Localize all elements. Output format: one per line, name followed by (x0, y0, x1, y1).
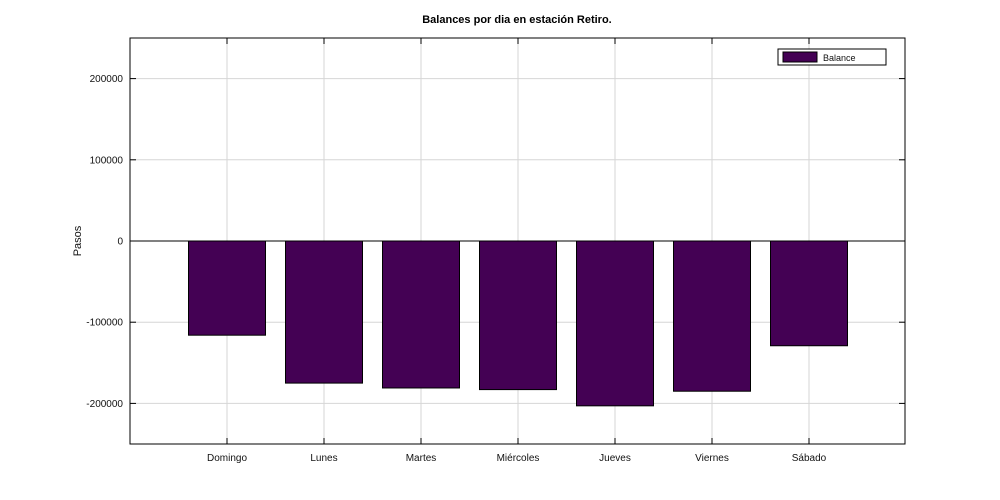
y-axis-label: Pasos (72, 225, 84, 256)
legend: Balance (777, 48, 887, 66)
y-tick-label: 100000 (90, 155, 124, 166)
bar (479, 240, 557, 391)
x-tick-label: Lunes (310, 453, 337, 464)
x-tick-label: Domingo (207, 453, 247, 464)
x-tick-label: Jueves (599, 453, 631, 464)
bar (673, 240, 751, 392)
ticks: -200000 -100000 0 100000 200000 Domingo Lunes M… (86, 38, 905, 464)
bar (576, 240, 654, 407)
chart-title: Balances por dia en estación Retiro. (422, 14, 612, 26)
bar (770, 240, 848, 347)
x-tick-label: Viernes (695, 453, 729, 464)
x-tick-label: Martes (406, 453, 437, 464)
y-tick-label: 0 (117, 237, 123, 248)
x-tick-label: Miércoles (497, 453, 540, 464)
legend-label: Balance (823, 53, 856, 63)
y-tick-label: -200000 (86, 399, 123, 410)
bar (188, 240, 266, 336)
bar (285, 240, 363, 384)
bar (382, 240, 460, 389)
bars (188, 240, 848, 407)
y-tick-label: -100000 (86, 318, 123, 329)
legend-swatch (782, 51, 818, 63)
x-tick-label: Sábado (792, 453, 827, 464)
y-tick-label: 200000 (90, 74, 124, 85)
